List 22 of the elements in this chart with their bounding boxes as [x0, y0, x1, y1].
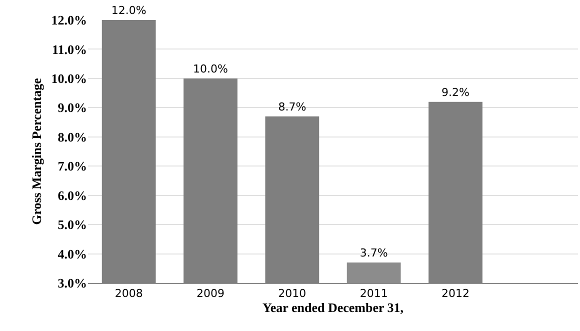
x-tick-label: 2009 — [196, 287, 224, 300]
data-label: 3.7% — [360, 246, 388, 260]
y-tick-label: 9.0% — [58, 100, 87, 116]
y-tick-label: 10.0% — [51, 70, 87, 86]
x-tick-label: 2008 — [114, 287, 143, 300]
y-tick-label: 3.0% — [58, 276, 87, 291]
data-label: 10.0% — [193, 62, 228, 76]
data-label: 8.7% — [278, 100, 306, 114]
y-tick-label: 5.0% — [58, 217, 87, 232]
data-label: 9.2% — [442, 86, 470, 99]
x-axis-title: Year ended December 31, — [262, 300, 404, 316]
y-tick-label: 11.0% — [52, 42, 87, 57]
x-tick-label: 2012 — [442, 287, 470, 300]
y-axis-title: Gross Margins Percentage — [29, 78, 44, 225]
y-tick-label: 12.0% — [51, 12, 87, 28]
x-tick-label: 2011 — [360, 287, 388, 300]
y-tick-label: 8.0% — [58, 129, 87, 144]
data-label: 12.0% — [111, 4, 146, 17]
y-tick-label: 7.0% — [58, 158, 87, 174]
y-tick-label: 4.0% — [58, 246, 87, 262]
x-tick-label: 2010 — [278, 287, 306, 300]
y-tick-label: 6.0% — [58, 188, 87, 203]
